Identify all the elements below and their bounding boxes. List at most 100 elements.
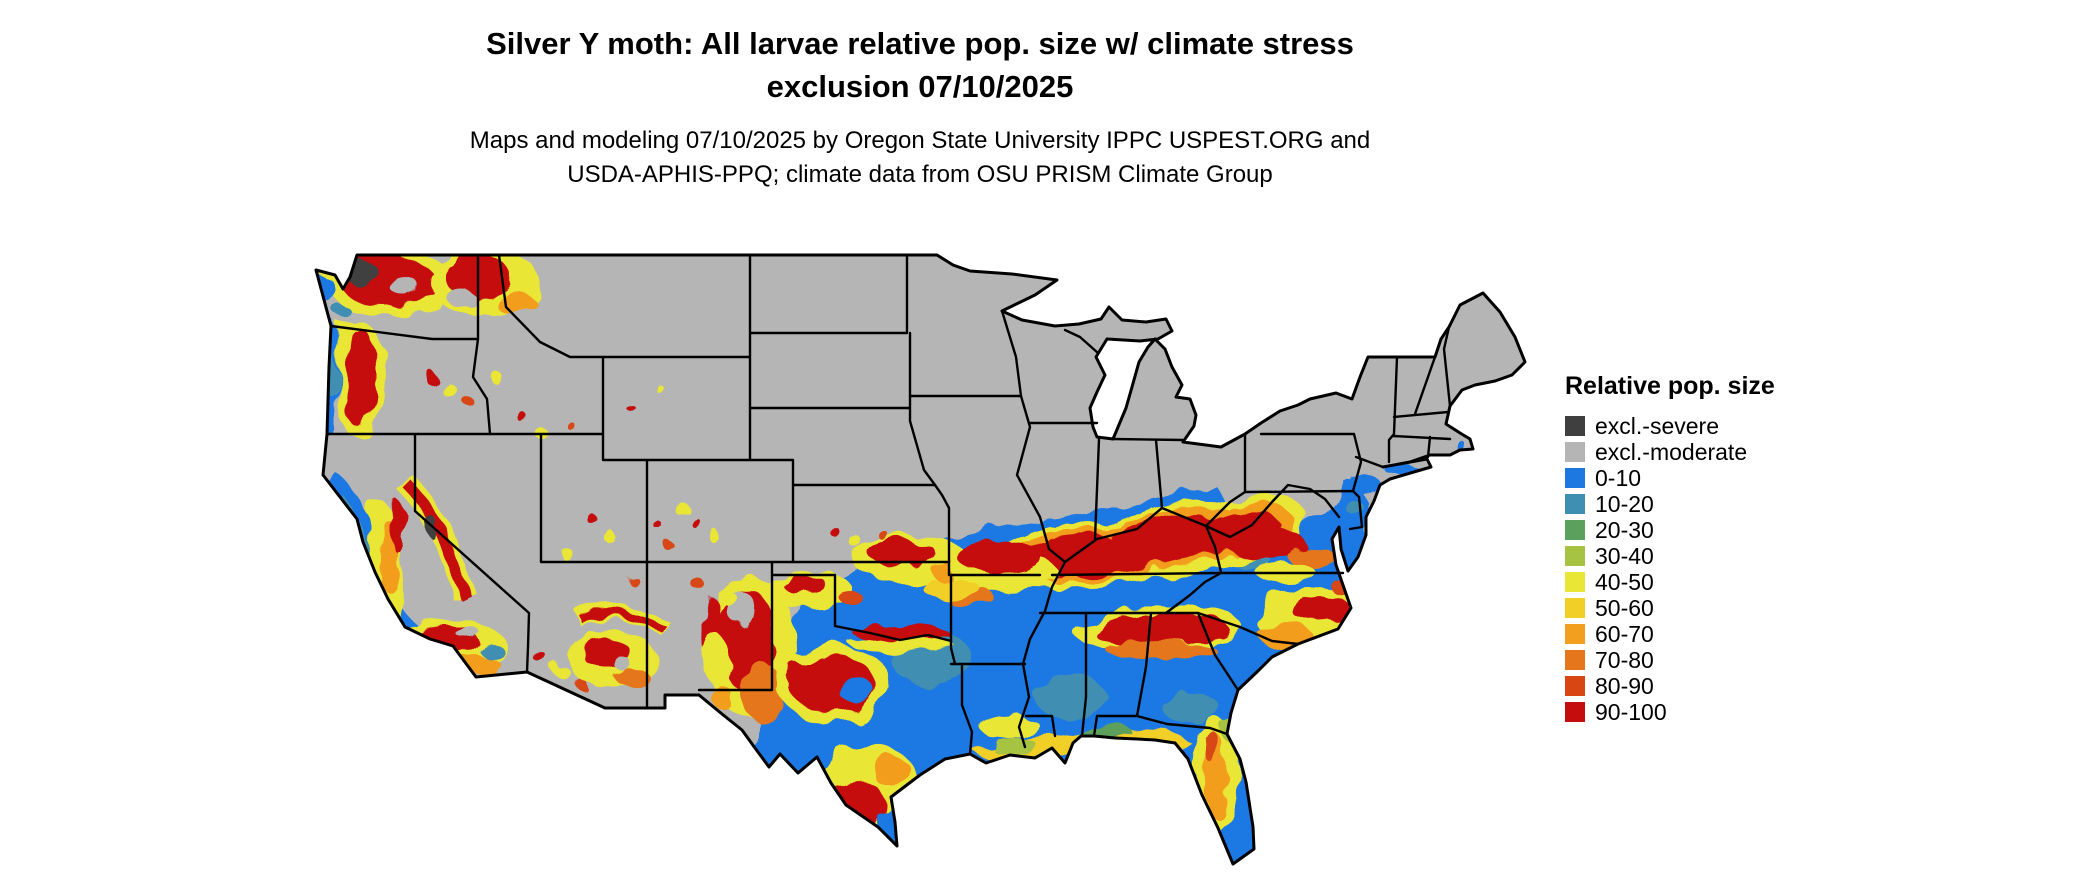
map-blob xyxy=(391,501,405,553)
map-blob xyxy=(424,371,436,383)
map-blob xyxy=(480,644,504,658)
map-blob xyxy=(705,635,729,683)
map-blob xyxy=(1259,622,1311,648)
map-blob xyxy=(446,288,474,306)
legend-item: 90-100 xyxy=(1565,699,1775,725)
map-blob xyxy=(825,522,835,532)
map-blob xyxy=(1455,440,1465,450)
map-blob xyxy=(568,423,576,431)
map-blob xyxy=(854,625,950,643)
map-blob xyxy=(958,542,1042,574)
legend-item: 0-10 xyxy=(1565,465,1775,491)
legend-item: 60-70 xyxy=(1565,621,1775,647)
map-blob xyxy=(495,292,535,314)
legend-item: excl.-severe xyxy=(1565,413,1775,439)
legend-item: 70-80 xyxy=(1565,647,1775,673)
map-blob xyxy=(878,530,888,540)
legend-item: 10-20 xyxy=(1565,491,1775,517)
legend-swatch xyxy=(1565,702,1585,722)
map-blob xyxy=(586,513,596,523)
legend-swatch xyxy=(1565,520,1585,540)
map-blob xyxy=(991,739,1039,755)
map-blob xyxy=(626,573,636,583)
map-subtitle-line1: Maps and modeling 07/10/2025 by Oregon S… xyxy=(469,127,1371,154)
legend-swatch xyxy=(1565,650,1585,670)
map-blob xyxy=(695,581,707,593)
map-subtitle-line2: USDA-APHIS-PPQ; climate data from OSU PR… xyxy=(567,161,1273,188)
map-blob xyxy=(723,592,737,606)
legend-swatch xyxy=(1565,416,1585,436)
map-blob xyxy=(615,668,649,686)
legend: Relative pop. size excl.-severe excl.-mod… xyxy=(1565,372,1775,725)
header: Silver Y moth: All larvae relative pop. … xyxy=(0,22,1840,192)
map-blob xyxy=(1347,502,1365,516)
legend-swatch xyxy=(1565,546,1585,566)
legend-item-label: 70-80 xyxy=(1595,646,1654,673)
map-title-line2: exclusion 07/10/2025 xyxy=(766,69,1074,104)
map-title-line1: Silver Y moth: All larvae relative pop. … xyxy=(486,26,1354,61)
map-blob xyxy=(1352,474,1380,496)
legend-item-label: 0-10 xyxy=(1595,464,1642,491)
legend-item: excl.-moderate xyxy=(1565,439,1775,465)
map-blob xyxy=(837,677,873,701)
map-blob xyxy=(710,532,722,544)
map-blob xyxy=(517,412,527,422)
legend-item-label: 40-50 xyxy=(1595,568,1654,595)
map-blob xyxy=(838,591,862,603)
map-blob xyxy=(578,610,667,633)
map-blob xyxy=(605,532,617,544)
map-blob xyxy=(465,398,475,408)
map-blob xyxy=(1105,639,1215,659)
legend-swatch xyxy=(1565,676,1585,696)
map-blob xyxy=(554,664,568,678)
map-blob xyxy=(1292,596,1352,624)
map-blob xyxy=(850,638,954,652)
legend-title: Relative pop. size xyxy=(1565,372,1775,400)
legend-item-label: 30-40 xyxy=(1595,542,1654,569)
map-blob xyxy=(391,277,419,297)
map-blob xyxy=(666,543,676,553)
legend-swatch xyxy=(1565,494,1585,514)
map-blob xyxy=(404,481,472,602)
state-borders xyxy=(325,253,1452,756)
legend-swatch xyxy=(1565,442,1585,462)
legend-swatch xyxy=(1565,598,1585,618)
map-blob xyxy=(783,576,827,594)
map-base xyxy=(316,255,1525,864)
map-blob xyxy=(1225,527,1305,559)
map-blob xyxy=(656,385,664,393)
map-blob xyxy=(345,327,375,429)
legend-item-label: 60-70 xyxy=(1595,620,1654,647)
legend-item-label: 10-20 xyxy=(1595,490,1654,517)
legend-swatch xyxy=(1565,624,1585,644)
map-blob xyxy=(332,303,348,315)
legend-item: 50-60 xyxy=(1565,595,1775,621)
map-blob xyxy=(1162,691,1218,723)
map-subtitle: Maps and modeling 07/10/2025 by Oregon S… xyxy=(0,124,1840,192)
map-blob xyxy=(691,518,701,528)
map-blob xyxy=(440,381,454,395)
legend-item: 20-30 xyxy=(1565,517,1775,543)
map-blob xyxy=(872,758,912,786)
map-blob xyxy=(490,371,502,383)
map-blob xyxy=(1093,613,1228,645)
legend-item-label: 50-60 xyxy=(1595,594,1654,621)
legend-item-label: 20-30 xyxy=(1595,516,1654,543)
map-blob xyxy=(534,651,546,663)
legend-item-label: 90-100 xyxy=(1595,698,1667,725)
legend-item-label: excl.-severe xyxy=(1595,412,1719,439)
map-blob xyxy=(674,501,688,515)
legend-items: excl.-severe excl.-moderate 0-10 10-20 20-30… xyxy=(1565,413,1775,725)
map-blob xyxy=(1288,546,1336,568)
legend-item: 80-90 xyxy=(1565,673,1775,699)
legend-swatch xyxy=(1565,468,1585,488)
map-blob xyxy=(458,629,482,641)
map-blob xyxy=(626,403,634,411)
map-blob xyxy=(712,685,732,709)
map-blob xyxy=(980,715,1040,739)
legend-item: 30-40 xyxy=(1565,543,1775,569)
us-map xyxy=(314,253,1527,866)
map-blob xyxy=(409,659,443,677)
legend-swatch xyxy=(1565,572,1585,592)
legend-item: 40-50 xyxy=(1565,569,1775,595)
